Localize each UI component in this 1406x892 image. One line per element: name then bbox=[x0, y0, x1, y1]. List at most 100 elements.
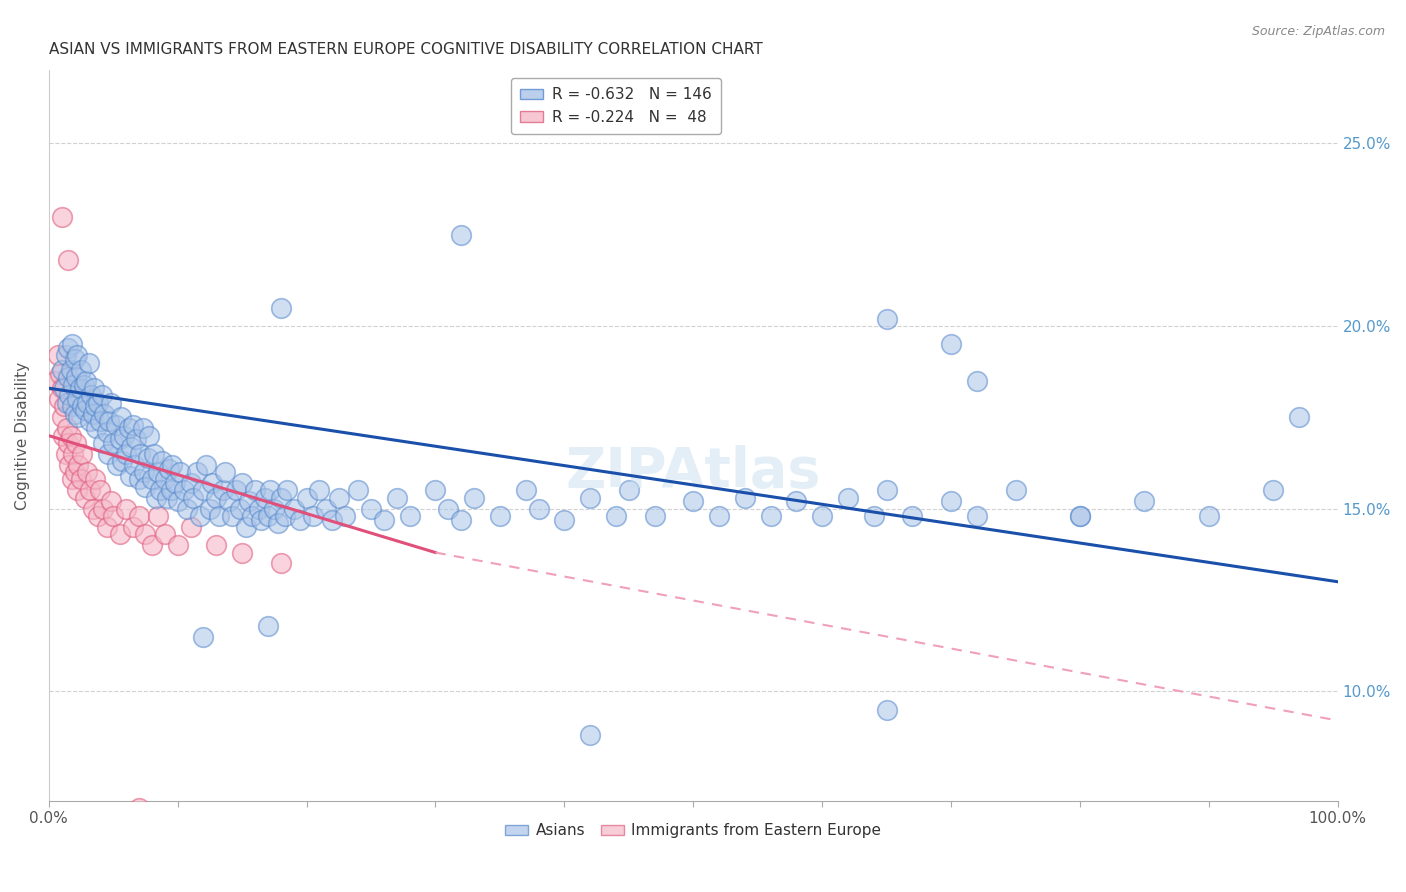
Point bbox=[450, 227, 472, 242]
Point bbox=[360, 501, 382, 516]
Point bbox=[63, 351, 86, 366]
Point bbox=[270, 557, 292, 571]
Point bbox=[302, 508, 325, 523]
Point bbox=[148, 508, 170, 523]
Point bbox=[425, 483, 447, 498]
Point bbox=[214, 465, 236, 479]
Point bbox=[450, 513, 472, 527]
Point bbox=[257, 508, 280, 523]
Point bbox=[876, 702, 898, 716]
Point bbox=[103, 508, 125, 523]
Point bbox=[335, 508, 357, 523]
Point bbox=[201, 476, 224, 491]
Point bbox=[93, 407, 115, 421]
Point bbox=[270, 491, 292, 505]
Point bbox=[87, 396, 110, 410]
Text: Source: ZipAtlas.com: Source: ZipAtlas.com bbox=[1251, 25, 1385, 38]
Point bbox=[125, 432, 148, 446]
Point bbox=[1263, 483, 1285, 498]
Point bbox=[247, 501, 270, 516]
Text: ZIPAtlas: ZIPAtlas bbox=[565, 445, 821, 500]
Point bbox=[60, 337, 83, 351]
Point bbox=[55, 447, 77, 461]
Point bbox=[1198, 508, 1220, 523]
Point bbox=[276, 483, 298, 498]
Point bbox=[231, 545, 253, 559]
Point bbox=[605, 508, 627, 523]
Point bbox=[553, 513, 575, 527]
Point bbox=[122, 458, 145, 472]
Point bbox=[186, 465, 208, 479]
Point bbox=[273, 508, 295, 523]
Point bbox=[463, 491, 485, 505]
Point bbox=[150, 454, 173, 468]
Point bbox=[56, 341, 79, 355]
Point bbox=[118, 468, 141, 483]
Point bbox=[876, 483, 898, 498]
Point bbox=[208, 508, 231, 523]
Legend: Asians, Immigrants from Eastern Europe: Asians, Immigrants from Eastern Europe bbox=[499, 817, 887, 845]
Point bbox=[134, 465, 156, 479]
Point bbox=[76, 465, 98, 479]
Point bbox=[149, 483, 172, 498]
Point bbox=[89, 483, 111, 498]
Point bbox=[901, 508, 924, 523]
Point bbox=[72, 377, 94, 392]
Point bbox=[132, 421, 155, 435]
Point bbox=[97, 447, 120, 461]
Point bbox=[288, 513, 311, 527]
Point bbox=[80, 388, 103, 402]
Point bbox=[180, 520, 202, 534]
Point bbox=[141, 538, 163, 552]
Point bbox=[939, 337, 962, 351]
Point bbox=[56, 436, 79, 450]
Point bbox=[173, 483, 195, 498]
Point bbox=[67, 410, 90, 425]
Point bbox=[221, 508, 243, 523]
Point bbox=[1069, 508, 1091, 523]
Point bbox=[62, 377, 84, 392]
Point bbox=[385, 491, 408, 505]
Point bbox=[56, 421, 79, 435]
Point bbox=[682, 494, 704, 508]
Point bbox=[231, 476, 253, 491]
Point bbox=[115, 501, 138, 516]
Point bbox=[837, 491, 859, 505]
Point bbox=[373, 513, 395, 527]
Point bbox=[72, 400, 94, 414]
Point bbox=[108, 432, 131, 446]
Point bbox=[58, 388, 80, 402]
Point bbox=[63, 465, 86, 479]
Point bbox=[321, 513, 343, 527]
Point bbox=[166, 538, 188, 552]
Point bbox=[91, 501, 114, 516]
Point bbox=[84, 473, 107, 487]
Point bbox=[347, 483, 370, 498]
Point bbox=[66, 483, 89, 498]
Point bbox=[243, 483, 266, 498]
Point bbox=[58, 458, 80, 472]
Point bbox=[862, 508, 884, 523]
Point bbox=[1288, 410, 1310, 425]
Point bbox=[62, 447, 84, 461]
Point bbox=[53, 381, 76, 395]
Point bbox=[44, 374, 66, 388]
Point bbox=[250, 513, 273, 527]
Point bbox=[225, 483, 247, 498]
Point bbox=[53, 400, 76, 414]
Point bbox=[89, 414, 111, 428]
Point bbox=[104, 417, 127, 432]
Point bbox=[79, 483, 101, 498]
Point bbox=[56, 253, 79, 268]
Point bbox=[100, 494, 122, 508]
Point bbox=[84, 400, 107, 414]
Point bbox=[218, 494, 240, 508]
Point bbox=[46, 348, 69, 362]
Point bbox=[96, 520, 118, 534]
Point bbox=[267, 516, 290, 531]
Point bbox=[193, 630, 215, 644]
Text: ASIAN VS IMMIGRANTS FROM EASTERN EUROPE COGNITIVE DISABILITY CORRELATION CHART: ASIAN VS IMMIGRANTS FROM EASTERN EUROPE … bbox=[49, 42, 762, 57]
Point bbox=[198, 501, 221, 516]
Point bbox=[128, 508, 150, 523]
Point bbox=[162, 458, 184, 472]
